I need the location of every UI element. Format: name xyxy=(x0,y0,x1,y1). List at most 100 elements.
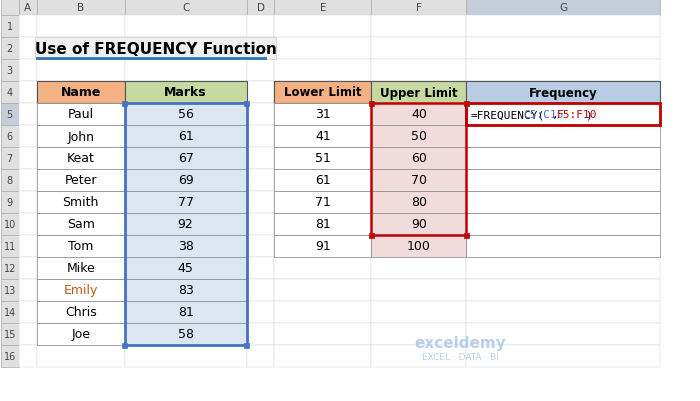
Text: Upper Limit: Upper Limit xyxy=(380,86,458,99)
Text: B: B xyxy=(77,3,84,13)
Bar xyxy=(125,323,246,345)
Bar xyxy=(125,126,246,148)
Text: 45: 45 xyxy=(178,262,193,275)
Text: Frequency: Frequency xyxy=(528,86,598,99)
Bar xyxy=(37,148,125,170)
Bar xyxy=(37,126,125,148)
Bar xyxy=(372,104,466,126)
Text: 51: 51 xyxy=(315,152,331,165)
Bar xyxy=(372,192,466,213)
Text: Smith: Smith xyxy=(62,196,99,209)
Bar xyxy=(274,82,372,104)
Bar xyxy=(372,82,466,104)
Bar xyxy=(37,82,125,104)
Text: 13: 13 xyxy=(4,285,16,295)
Bar xyxy=(466,148,660,170)
Bar xyxy=(466,126,660,148)
Text: ): ) xyxy=(585,110,592,120)
Bar xyxy=(37,279,125,301)
Text: 10: 10 xyxy=(4,219,16,229)
Bar xyxy=(19,104,37,126)
Bar xyxy=(19,16,37,38)
Bar xyxy=(372,148,466,170)
Text: 81: 81 xyxy=(315,218,331,231)
Bar xyxy=(372,82,466,104)
Text: EXCEL · DATA · BI: EXCEL · DATA · BI xyxy=(422,352,498,362)
Bar xyxy=(274,301,372,323)
Bar xyxy=(372,38,466,60)
Bar xyxy=(37,213,125,235)
Text: 8: 8 xyxy=(7,176,13,186)
Bar xyxy=(19,60,37,82)
Bar xyxy=(274,192,372,213)
Bar xyxy=(37,0,125,16)
Bar xyxy=(372,126,466,148)
Bar xyxy=(125,213,246,235)
Bar xyxy=(369,101,374,106)
Text: Chris: Chris xyxy=(65,306,97,319)
Bar xyxy=(246,345,274,367)
Bar xyxy=(37,301,125,323)
Bar xyxy=(274,104,372,126)
Bar xyxy=(246,82,274,104)
Bar xyxy=(125,0,246,16)
Text: 58: 58 xyxy=(178,328,194,341)
Bar xyxy=(274,148,372,170)
Text: 80: 80 xyxy=(411,196,427,209)
Text: Use of FREQUENCY Function: Use of FREQUENCY Function xyxy=(35,41,276,57)
Bar xyxy=(274,213,372,235)
Text: Emily: Emily xyxy=(64,284,98,297)
Bar xyxy=(372,60,466,82)
Text: 77: 77 xyxy=(178,196,194,209)
Text: 4: 4 xyxy=(7,88,13,98)
Bar xyxy=(466,192,660,213)
Text: F5:F10: F5:F10 xyxy=(556,110,597,120)
Text: 60: 60 xyxy=(411,152,427,165)
Bar xyxy=(464,233,469,238)
Bar xyxy=(244,101,249,106)
Bar xyxy=(19,38,37,60)
Text: Marks: Marks xyxy=(164,86,207,99)
Bar xyxy=(274,235,372,257)
Bar xyxy=(125,235,246,257)
Bar xyxy=(274,323,372,345)
Bar xyxy=(274,213,372,235)
Bar xyxy=(37,323,125,345)
Bar xyxy=(125,279,246,301)
Text: 14: 14 xyxy=(4,307,16,317)
Text: 61: 61 xyxy=(315,174,331,187)
Text: 81: 81 xyxy=(178,306,193,319)
Text: Peter: Peter xyxy=(64,174,97,187)
Text: 91: 91 xyxy=(315,240,331,253)
Text: 12: 12 xyxy=(4,263,16,273)
Text: 92: 92 xyxy=(178,218,193,231)
Text: E: E xyxy=(320,3,326,13)
Bar xyxy=(125,301,246,323)
Bar xyxy=(37,60,125,82)
Bar xyxy=(1,148,19,170)
Bar xyxy=(274,170,372,192)
Bar xyxy=(1,0,19,16)
Text: 41: 41 xyxy=(315,130,331,143)
Bar xyxy=(37,279,125,301)
Bar xyxy=(1,38,19,60)
Bar xyxy=(274,126,372,148)
Bar xyxy=(466,170,660,192)
Text: 69: 69 xyxy=(178,174,193,187)
Bar xyxy=(37,192,125,213)
Text: D: D xyxy=(256,3,265,13)
Text: 83: 83 xyxy=(178,284,193,297)
Text: 100: 100 xyxy=(407,240,430,253)
Bar xyxy=(246,16,274,38)
Bar xyxy=(464,101,469,106)
Bar xyxy=(122,101,127,106)
Text: 5: 5 xyxy=(7,110,13,120)
Bar xyxy=(1,60,19,82)
Bar xyxy=(125,148,246,170)
Bar xyxy=(1,213,19,235)
Bar xyxy=(372,104,466,235)
Bar xyxy=(37,170,125,192)
Text: C: C xyxy=(182,3,189,13)
Bar xyxy=(466,126,660,148)
Bar xyxy=(125,38,246,60)
